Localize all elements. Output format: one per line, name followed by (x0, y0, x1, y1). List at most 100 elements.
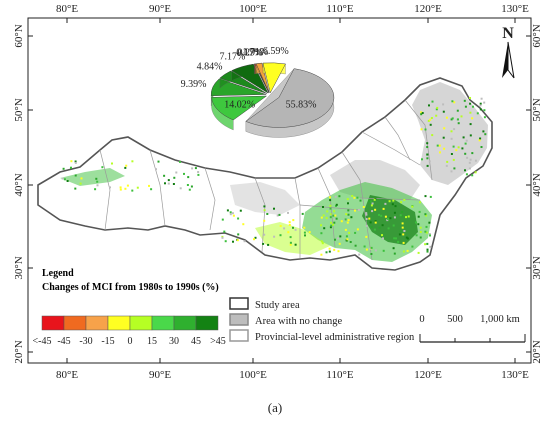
lon-label-bottom: 80°E (56, 369, 78, 381)
change-pixel (194, 167, 197, 170)
change-pixel (236, 239, 239, 242)
change-pixel (450, 137, 453, 140)
change-pixel (370, 246, 373, 249)
change-pixel (384, 215, 387, 218)
legend-color-bin (173, 315, 197, 331)
figure-caption: (a) (267, 400, 283, 415)
change-pixel (419, 201, 421, 204)
lat-label-left: 50°N (13, 98, 25, 121)
lon-label-top: 120°E (414, 3, 442, 15)
change-pixel (232, 214, 235, 217)
change-pixel (483, 101, 486, 104)
change-pixel (399, 230, 402, 233)
change-pixel (266, 213, 269, 215)
lon-label-bottom: 120°E (414, 369, 442, 381)
legend-break-label: -15 (101, 336, 114, 347)
change-pixel (301, 212, 304, 215)
change-pixel (424, 213, 427, 216)
change-pixel (429, 118, 432, 121)
change-pixel (345, 235, 348, 238)
change-pixel (480, 146, 483, 148)
legend-break-label: 30 (169, 336, 179, 347)
north-label: N (502, 25, 514, 42)
change-pixel (382, 237, 384, 240)
change-pixel (424, 230, 427, 233)
change-pixel (188, 188, 191, 191)
change-pixel (466, 156, 469, 159)
change-pixel (436, 144, 439, 147)
change-pixel (388, 200, 391, 203)
change-pixel (419, 226, 422, 229)
change-pixel (62, 167, 65, 170)
change-pixel (387, 218, 390, 221)
change-pixel (365, 212, 368, 215)
lon-label-top: 110°E (326, 3, 353, 15)
lat-label-right: 30°N (531, 256, 543, 279)
change-pixel (334, 195, 337, 198)
change-pixel (405, 236, 408, 239)
change-pixel (335, 203, 338, 206)
change-pixel (183, 172, 185, 175)
change-pixel (287, 231, 290, 234)
change-pixel (425, 231, 428, 234)
change-pixel (124, 187, 127, 190)
pie-slice-label: 7.17% (219, 51, 245, 62)
change-pixel (254, 236, 257, 239)
change-pixel (231, 212, 234, 215)
change-pixel (288, 224, 291, 226)
change-pixel (468, 167, 471, 170)
change-pixel (283, 227, 286, 230)
study-area (37, 77, 493, 271)
change-pixel (347, 219, 350, 222)
change-pixel (405, 216, 407, 219)
change-pixel (330, 221, 333, 224)
change-pixel (337, 237, 339, 240)
north-arrow: N (502, 25, 515, 79)
lon-label-bottom: 130°E (501, 369, 529, 381)
scale-label: 0 (419, 314, 424, 325)
legend-item-swatch (229, 313, 249, 326)
legend-break-label: -45 (57, 336, 70, 347)
change-pixel (402, 233, 405, 236)
pie-slice-label: 9.39% (181, 79, 207, 90)
change-pixel (419, 236, 422, 239)
change-pixel (329, 213, 332, 216)
change-pixel (339, 235, 342, 238)
change-pixel (469, 158, 472, 161)
change-pixel (374, 221, 377, 224)
change-pixel (358, 208, 360, 211)
change-pixel (428, 104, 430, 107)
change-pixel (353, 196, 356, 199)
increase-area-core (362, 195, 418, 245)
legend-color-bin (129, 315, 153, 331)
change-pixel (393, 252, 396, 255)
change-pixel (308, 231, 311, 234)
change-pixel (273, 235, 276, 238)
change-pixel (351, 195, 354, 197)
change-pixel (370, 226, 373, 228)
change-pixel (288, 221, 291, 224)
change-pixel (365, 224, 368, 227)
change-pixel (333, 218, 336, 221)
change-pixel (402, 250, 405, 253)
change-pixel (474, 171, 477, 174)
lon-label-top: 100°E (239, 3, 267, 15)
change-pixel (347, 209, 350, 212)
change-pixel (320, 253, 323, 256)
change-pixel (463, 99, 466, 102)
change-pixel (167, 182, 170, 185)
change-pixel (407, 215, 410, 218)
change-pixel (378, 213, 380, 216)
change-pixel (224, 240, 227, 243)
change-pixel (346, 198, 349, 201)
lat-label-right: 20°N (531, 340, 543, 363)
change-pixel (136, 186, 139, 189)
change-pixel (453, 167, 456, 170)
change-pixel (347, 202, 349, 205)
change-pixel (452, 158, 455, 161)
lon-label-bottom: 90°E (149, 369, 171, 381)
legend-subtitle: Changes of MCI from 1980s to 1990s (%) (42, 282, 219, 293)
change-pixel (401, 222, 404, 225)
change-pixel (455, 149, 458, 152)
legend-item-label: Study area (255, 300, 300, 311)
